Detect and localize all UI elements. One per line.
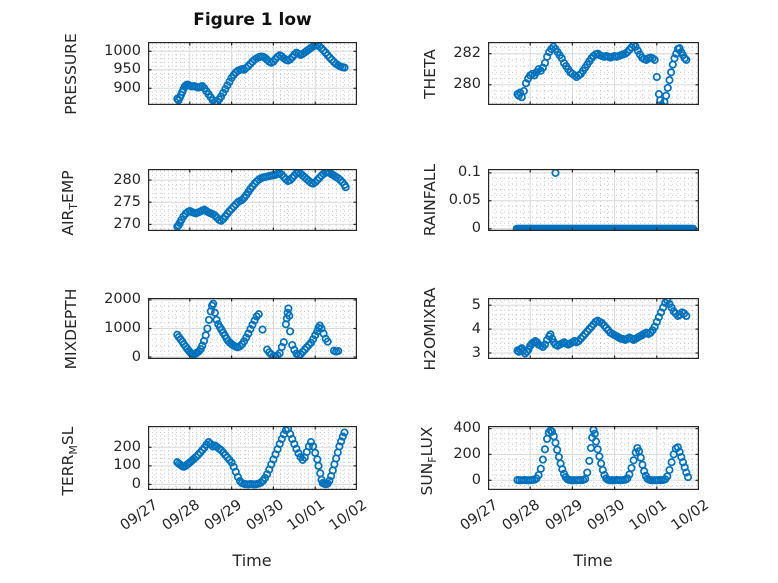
x-tick-label-terr-msl: 09/27 bbox=[117, 497, 162, 535]
y-tick-label-theta: 282 bbox=[453, 45, 481, 62]
y-tick-label-sun-flux: 200 bbox=[453, 445, 481, 462]
figure-title: Figure 1 low bbox=[193, 10, 312, 30]
y-tick-label-air-temp: 275 bbox=[113, 193, 141, 210]
x-tick-label-terr-msl: 09/29 bbox=[201, 497, 245, 535]
x-tick-label-sun-flux: 09/29 bbox=[542, 497, 586, 535]
y-tick-label-mixdepth: 2000 bbox=[104, 291, 141, 308]
y-tick-label-rainfall: 0 bbox=[471, 220, 481, 237]
y-axis-label-terr-msl: TERRMSL bbox=[58, 426, 81, 496]
y-tick-label-h2omixra: 3 bbox=[471, 344, 481, 361]
y-tick-label-air-temp: 270 bbox=[113, 215, 141, 232]
x-tick-label-sun-flux: 10/02 bbox=[668, 497, 713, 535]
y-tick-label-terr-msl: 200 bbox=[113, 438, 141, 455]
x-tick-label-sun-flux: 10/01 bbox=[626, 497, 670, 535]
y-tick-label-terr-msl: 0 bbox=[131, 475, 141, 492]
subplot-mixdepth bbox=[148, 298, 357, 359]
y-tick-label-terr-msl: 100 bbox=[113, 457, 141, 474]
subplot-sun-flux bbox=[488, 426, 699, 490]
subplot-pressure bbox=[148, 42, 357, 105]
x-axis-title-right: Time bbox=[573, 551, 613, 570]
y-tick-label-h2omixra: 5 bbox=[471, 296, 481, 313]
x-tick-label-terr-msl: 09/30 bbox=[243, 497, 287, 535]
y-tick-label-pressure: 900 bbox=[113, 79, 141, 96]
y-tick-label-sun-flux: 400 bbox=[453, 420, 481, 437]
y-tick-label-h2omixra: 4 bbox=[471, 320, 481, 337]
y-axis-label-sun-flux: SUNFLUX bbox=[417, 426, 440, 496]
subplot-air-temp bbox=[148, 169, 357, 231]
x-axis-title-left: Time bbox=[232, 551, 272, 570]
y-tick-label-mixdepth: 1000 bbox=[104, 320, 141, 336]
y-tick-label-mixdepth: 0 bbox=[131, 348, 141, 365]
y-tick-label-rainfall: 0.1 bbox=[457, 164, 481, 181]
subplot-theta bbox=[488, 42, 699, 105]
x-tick-label-sun-flux: 09/30 bbox=[584, 497, 628, 535]
x-tick-label-sun-flux: 09/27 bbox=[457, 497, 502, 535]
subplot-rainfall bbox=[488, 169, 699, 231]
x-tick-label-terr-msl: 10/02 bbox=[326, 497, 371, 535]
subplot-h2omixra bbox=[488, 298, 699, 359]
y-tick-label-pressure: 1000 bbox=[104, 42, 141, 59]
x-tick-label-terr-msl: 10/01 bbox=[284, 497, 329, 535]
x-tick-label-terr-msl: 09/28 bbox=[159, 497, 203, 535]
x-tick-label-sun-flux: 09/28 bbox=[499, 497, 544, 535]
y-tick-label-sun-flux: 0 bbox=[471, 471, 481, 488]
y-tick-label-air-temp: 280 bbox=[113, 171, 141, 188]
y-tick-label-pressure: 950 bbox=[113, 61, 141, 78]
y-tick-label-rainfall: 0.05 bbox=[448, 192, 481, 209]
y-tick-label-theta: 280 bbox=[453, 76, 481, 93]
subplot-terr-msl bbox=[148, 426, 357, 490]
